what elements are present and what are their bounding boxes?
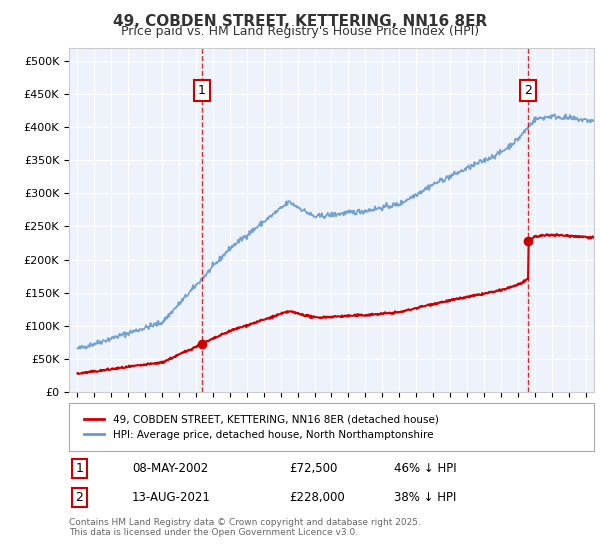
Text: 13-AUG-2021: 13-AUG-2021 — [132, 491, 211, 504]
Text: 1: 1 — [76, 462, 83, 475]
Text: Contains HM Land Registry data © Crown copyright and database right 2025.
This d: Contains HM Land Registry data © Crown c… — [69, 518, 421, 538]
Text: 49, COBDEN STREET, KETTERING, NN16 8ER: 49, COBDEN STREET, KETTERING, NN16 8ER — [113, 14, 487, 29]
Text: 2: 2 — [76, 491, 83, 504]
Text: 08-MAY-2002: 08-MAY-2002 — [132, 462, 208, 475]
Text: Price paid vs. HM Land Registry's House Price Index (HPI): Price paid vs. HM Land Registry's House … — [121, 25, 479, 38]
Text: 1: 1 — [198, 84, 206, 97]
Text: £228,000: £228,000 — [290, 491, 345, 504]
Text: 46% ↓ HPI: 46% ↓ HPI — [395, 462, 457, 475]
Text: £72,500: £72,500 — [290, 462, 338, 475]
Legend: 49, COBDEN STREET, KETTERING, NN16 8ER (detached house), HPI: Average price, det: 49, COBDEN STREET, KETTERING, NN16 8ER (… — [79, 410, 443, 444]
Text: 38% ↓ HPI: 38% ↓ HPI — [395, 491, 457, 504]
Text: 2: 2 — [524, 84, 532, 97]
